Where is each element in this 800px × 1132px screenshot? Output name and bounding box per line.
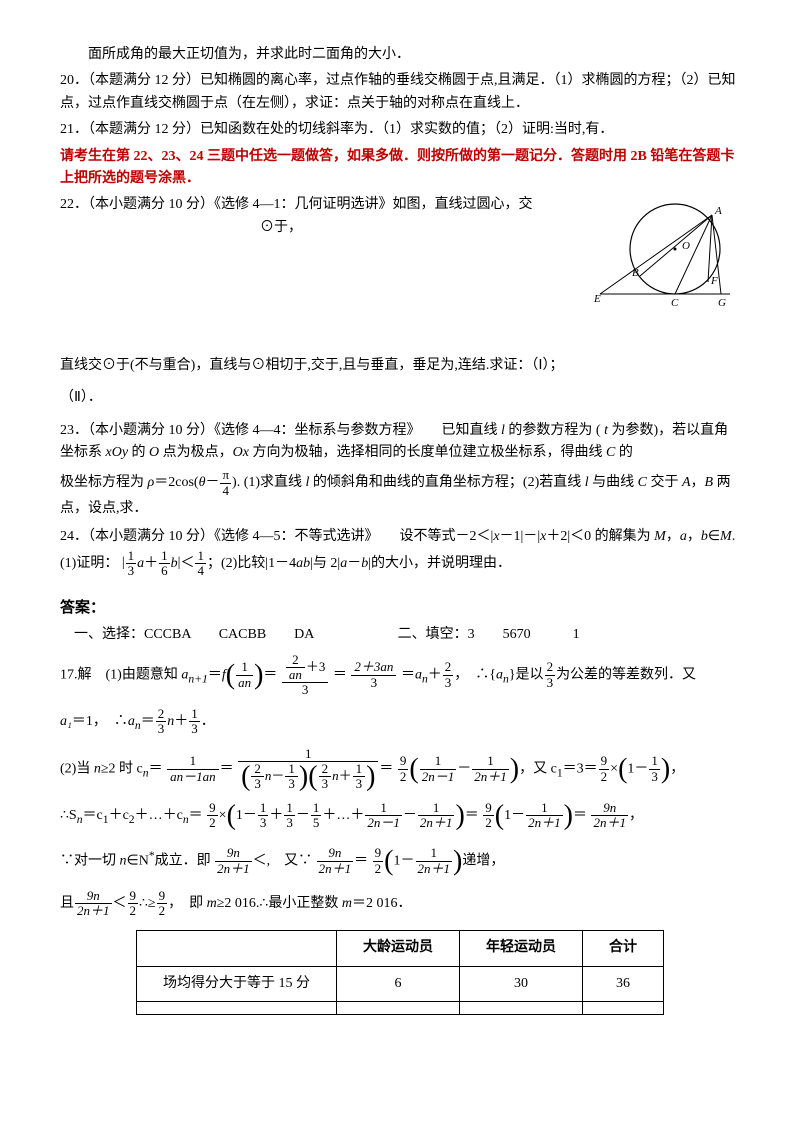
svg-text:G: G (718, 297, 726, 309)
table-cell: 场均得分大于等于 15 分 (137, 966, 337, 1001)
problem-23: 23．（本小题满分 10 分）《选修 4—4：坐标系与参数方程》 已知直线 l … (60, 420, 740, 465)
svg-text:C: C (671, 297, 679, 309)
problem-20: 20．（本题满分 12 分）已知椭圆的离心率，过点作轴的垂线交椭圆于点,且满足．… (60, 70, 740, 115)
problem-23b: 极坐标方程为 ρ＝2cos(θ－π4). (1)求直线 l 的倾斜角和曲线的直角… (60, 468, 740, 520)
solution-17-2: (2)当 n≥2 时 cn＝ 1an－1an＝ 1(23n－13)(23n＋13… (60, 747, 740, 792)
table-cell (460, 1001, 583, 1014)
problem-22-line3: （Ⅱ）． (60, 387, 740, 409)
problem-21: 21．（本题满分 12 分）已知函数在处的切线斜率为．（1）求实数的值；（2）证… (60, 119, 740, 141)
instruction-red: 请考生在第 22、23、24 三题中任选一题做答，如果多做．则按所做的第一题记分… (60, 146, 740, 191)
svg-text:O: O (682, 240, 690, 252)
table-row (137, 1001, 664, 1014)
solution-17-4: ∵对一切 n∈N*成立．即 9n2n＋1＜, 又∵ 9n2n＋1＝ 92(1－1… (60, 841, 740, 880)
svg-text:A: A (714, 205, 722, 217)
table-cell (583, 1001, 664, 1014)
solution-17-3: ∴Sn＝c1＋c2＋…＋cn＝ 92×(1－13＋13－15＋…＋12n－1－1… (60, 798, 740, 835)
answers-line: 一、选择：CCCBA CACBB DA 二、填空：3 5670 1 (60, 624, 740, 646)
solution-17-5: 且9n2n＋1＜92∴≥92， 即 m≥2 016.∴最小正整数 m＝2 016… (60, 886, 740, 922)
athletes-table: 大龄运动员 年轻运动员 合计 场均得分大于等于 15 分 6 30 36 (136, 930, 664, 1015)
table-header: 合计 (583, 931, 664, 966)
table-cell: 30 (460, 966, 583, 1001)
table-header (137, 931, 337, 966)
svg-text:F: F (710, 275, 718, 287)
problem-19-tail: 面所成角的最大正切值为，并求此时二面角的大小． (60, 44, 740, 66)
table-cell (137, 1001, 337, 1014)
table-header: 年轻运动员 (460, 931, 583, 966)
solution-17-1: 17.解 (1)由题意知 an+1＝f(1an)＝ 2an＋33 ＝ 2＋3an… (60, 653, 740, 698)
table-header: 大龄运动员 (337, 931, 460, 966)
table-cell: 36 (583, 966, 664, 1001)
table-header-row: 大龄运动员 年轻运动员 合计 (137, 931, 664, 966)
table-cell: 6 (337, 966, 460, 1001)
problem-22-line2: 直线交⊙于(不与重合)，直线与⊙相切于,交于,且与垂直，垂足为,连结.求证：（Ⅰ… (60, 355, 740, 377)
geometry-figure: O A B E C F G (590, 194, 740, 332)
table-row: 场均得分大于等于 15 分 6 30 36 (137, 966, 664, 1001)
table-cell (337, 1001, 460, 1014)
problem-24: 24．（本小题满分 10 分）《选修 4—5：不等式选讲》 设不等式－2＜|x－… (60, 526, 740, 578)
svg-text:E: E (593, 293, 601, 305)
answers-heading: 答案： (60, 596, 740, 620)
solution-17-1b: a₁＝1， ∴an＝23n＋13． (60, 704, 740, 741)
svg-text:B: B (632, 267, 639, 279)
